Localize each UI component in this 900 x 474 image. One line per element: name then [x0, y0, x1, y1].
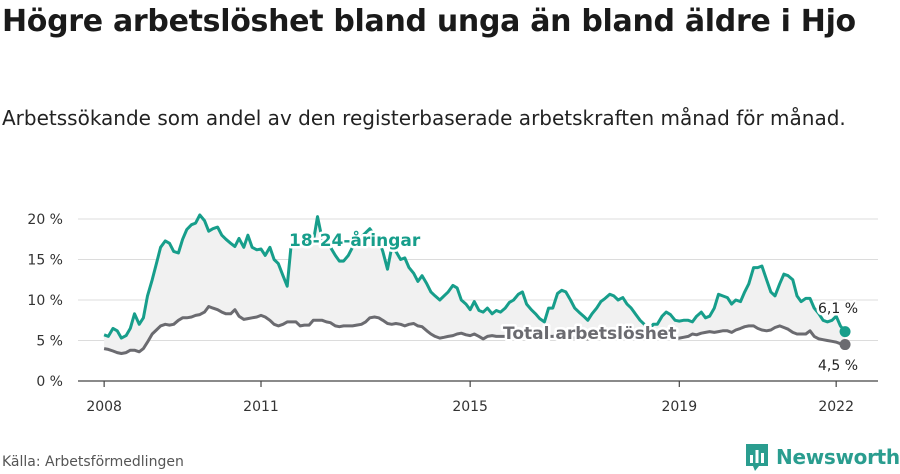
gap-area — [104, 215, 846, 354]
y-tick-label: 20 % — [27, 212, 63, 228]
youth-end-point — [839, 326, 851, 338]
chart-subtitle: Arbetssökande som andel av den registerb… — [2, 106, 846, 130]
youth-series-line — [103, 213, 847, 340]
x-axis: 2008 2011 2015 2019 2022 — [78, 380, 878, 415]
chart-title: Högre arbetslöshet bland unga än bland ä… — [2, 4, 856, 39]
x-tick-label: 2011 — [243, 399, 279, 415]
brand[interactable]: Newsworthy — [744, 442, 900, 472]
y-axis: 0 % 5 % 10 % 15 % 20 % — [27, 212, 63, 390]
youth-series-label: 18-24-åringar — [289, 229, 421, 251]
youth-end-label: 6,1 % — [818, 301, 858, 317]
y-tick-label: 10 % — [27, 293, 63, 309]
total-series-line — [103, 305, 846, 355]
total-end-point — [839, 339, 851, 351]
x-tick-label: 2019 — [661, 399, 697, 415]
bar-chart-logo-icon — [746, 444, 768, 471]
x-tick-label: 2015 — [452, 399, 488, 415]
brand-label: Newsworthy — [776, 445, 900, 469]
series-labels: 18-24-åringar Total arbetslöshet 6,1 % 4,5 … — [287, 227, 861, 377]
x-tick-label: 2022 — [818, 399, 854, 415]
y-tick-label: 0 % — [36, 374, 63, 390]
y-tick-label: 15 % — [27, 253, 63, 269]
total-series-label: Total arbetslöshet — [503, 324, 677, 344]
x-tick-label: 2008 — [86, 399, 122, 415]
total-end-label: 4,5 % — [818, 358, 858, 374]
series-lines — [103, 213, 851, 355]
source-note: Källa: Arbetsförmedlingen — [2, 454, 184, 470]
y-tick-label: 5 % — [36, 334, 63, 350]
